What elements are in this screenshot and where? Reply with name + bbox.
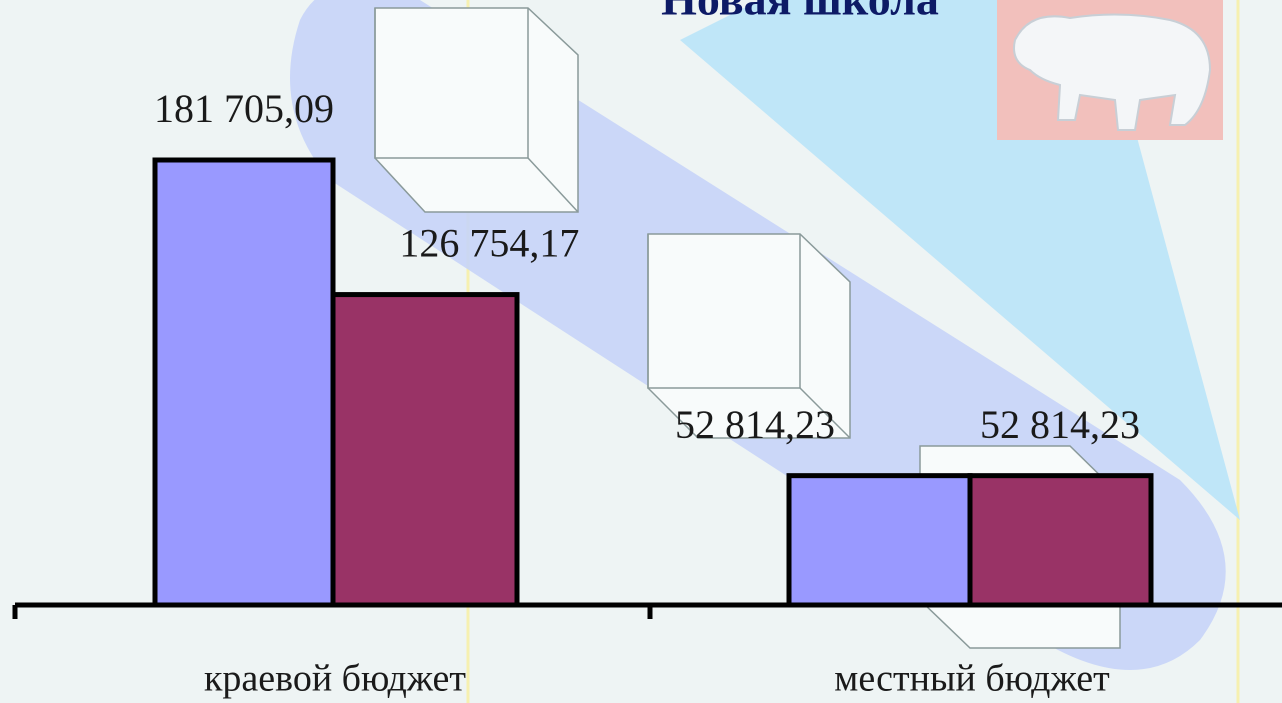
chart-title: Новая школа bbox=[661, 0, 939, 25]
data-label: 52 814,23 bbox=[980, 402, 1140, 447]
bar bbox=[152, 157, 336, 608]
bar bbox=[967, 473, 1154, 608]
data-label: 126 754,17 bbox=[399, 221, 579, 266]
data-label: 52 814,23 bbox=[675, 402, 835, 447]
bar bbox=[786, 473, 973, 608]
x-tick-label: местный бюджет bbox=[834, 658, 1110, 700]
x-tick-label: краевой бюджет bbox=[204, 658, 466, 700]
bar bbox=[330, 292, 520, 608]
data-label: 181 705,09 bbox=[154, 86, 334, 131]
